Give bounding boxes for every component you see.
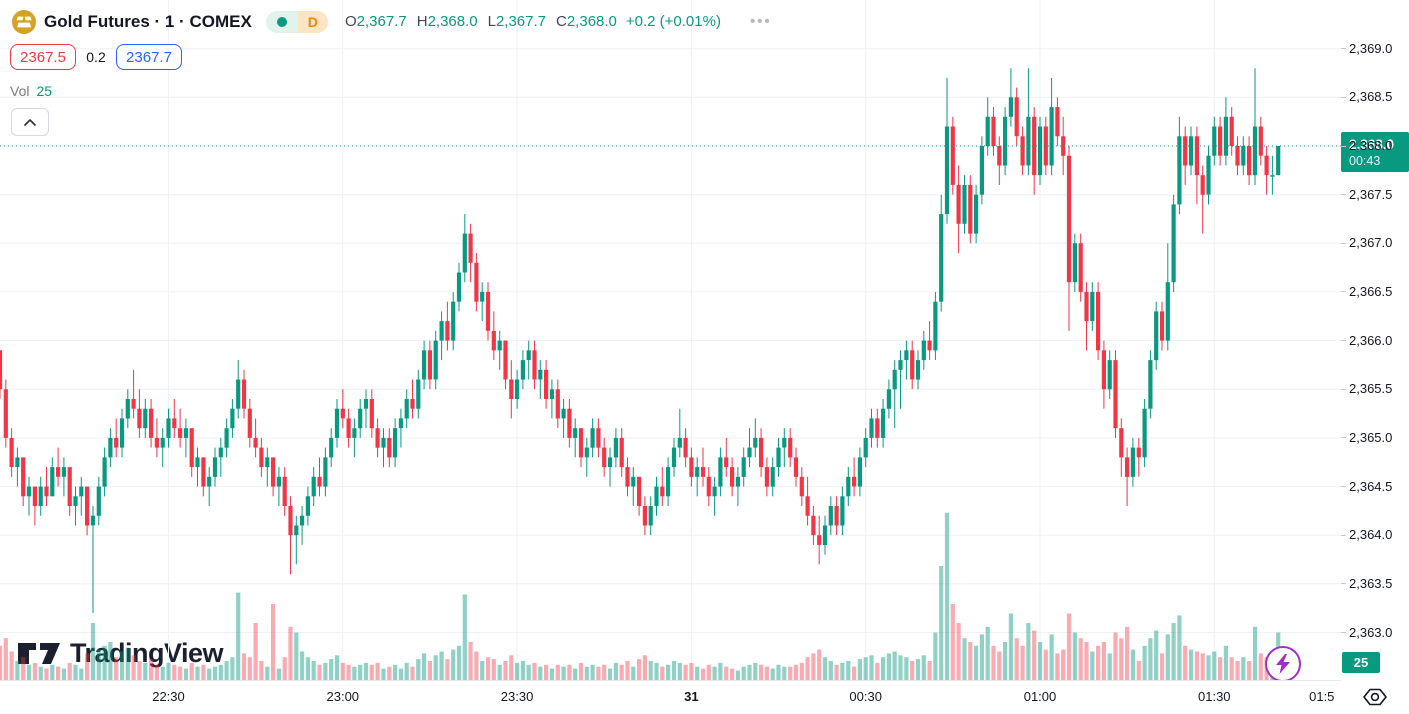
price-tick bbox=[1341, 437, 1346, 439]
daily-interval-badge: D bbox=[297, 11, 328, 33]
time-axis-label: 00:30 bbox=[849, 689, 882, 704]
low-value: 2,367.7 bbox=[495, 13, 546, 30]
price-tick bbox=[1341, 340, 1346, 342]
time-axis-label: 23:00 bbox=[326, 689, 360, 704]
last-price-value: 2,368.0 bbox=[1349, 137, 1395, 152]
price-axis-label: 2,366.0 bbox=[1349, 332, 1393, 348]
price-tick bbox=[1341, 388, 1346, 390]
price-axis-label: 2,367.0 bbox=[1349, 235, 1393, 251]
collapse-pane-button[interactable] bbox=[11, 108, 49, 136]
tradingview-logo: TradingView bbox=[16, 636, 224, 670]
candlestick-chart[interactable] bbox=[0, 0, 1341, 680]
axis-corner bbox=[1341, 680, 1409, 714]
symbol-title[interactable]: Gold Futures · 1 · COMEX bbox=[44, 12, 252, 31]
price-axis-label: 2,364.5 bbox=[1349, 478, 1393, 494]
chevron-up-icon bbox=[24, 118, 36, 126]
lightning-button[interactable] bbox=[1265, 646, 1301, 682]
market-open-dot-icon bbox=[276, 17, 287, 27]
lightning-bolt-icon bbox=[1276, 654, 1290, 674]
trade-panel: 2367.5 0.2 2367.7 bbox=[10, 44, 182, 70]
price-tick bbox=[1341, 194, 1346, 196]
bar-countdown: 00:43 bbox=[1349, 154, 1381, 168]
price-tick bbox=[1341, 534, 1346, 536]
legend-more-icon[interactable]: ••• bbox=[750, 13, 772, 30]
price-axis-label: 2,363.5 bbox=[1349, 575, 1393, 591]
close-label: C bbox=[556, 13, 567, 30]
ohlc-readout: O 2,367.7 H 2,368.0 L 2,367.7 C 2,368.0 +0.2… bbox=[345, 13, 721, 30]
price-axis[interactable]: 2,368.0 00:43 25 2,369.0 2,368.5 2,368.0 2,… bbox=[1341, 0, 1409, 680]
volume-indicator-legend[interactable]: Vol 25 bbox=[10, 83, 52, 99]
last-price-badge: 2,368.0 00:43 bbox=[1341, 132, 1409, 172]
price-axis-label: 2,369.0 bbox=[1349, 40, 1393, 56]
time-axis-label: 23:30 bbox=[500, 689, 534, 704]
interval-status-pill[interactable]: D bbox=[265, 11, 328, 33]
low-label: L bbox=[487, 13, 496, 30]
market-status-dot-segment bbox=[265, 11, 298, 33]
watermark-text: TradingView bbox=[70, 637, 224, 668]
time-axis-label: 01:5 bbox=[1309, 689, 1335, 704]
price-axis-label: 2,368.0 bbox=[1349, 138, 1393, 153]
tradingview-logo-mark bbox=[18, 643, 60, 664]
time-axis-label: 01:30 bbox=[1198, 689, 1231, 704]
legend-row: Gold Futures · 1 · COMEX D bbox=[12, 9, 328, 35]
price-tick bbox=[1341, 48, 1346, 50]
sell-button[interactable]: 2367.5 bbox=[10, 44, 76, 70]
close-value: 2,368.0 bbox=[566, 13, 617, 30]
price-axis-label: 2,364.0 bbox=[1349, 527, 1393, 543]
price-axis-label: 2,365.5 bbox=[1349, 381, 1393, 397]
price-tick bbox=[1341, 145, 1346, 147]
time-axis-label: 31 bbox=[684, 689, 699, 704]
buy-button[interactable]: 2367.7 bbox=[116, 44, 182, 70]
price-tick bbox=[1341, 96, 1346, 98]
price-axis-label: 2,363.0 bbox=[1349, 624, 1393, 640]
time-axis-label: 22:30 bbox=[152, 689, 185, 704]
change-value: +0.2 (+0.01%) bbox=[625, 13, 721, 30]
high-label: H bbox=[416, 13, 428, 30]
price-tick bbox=[1341, 583, 1346, 585]
price-tick bbox=[1341, 242, 1346, 244]
price-axis-label: 2,367.5 bbox=[1349, 186, 1393, 202]
price-tick bbox=[1341, 291, 1346, 293]
price-tick bbox=[1341, 632, 1346, 633]
time-axis-label: 01:00 bbox=[1023, 689, 1057, 704]
volume-value: 25 bbox=[36, 83, 53, 99]
price-axis-label: 2,366.5 bbox=[1349, 283, 1393, 299]
time-axis[interactable]: 22:30 23:00 23:30 31 00:30 01:00 01:30 01:5 bbox=[0, 680, 1409, 714]
open-value: 2,367.7 bbox=[356, 13, 407, 30]
price-axis-label: 2,365.0 bbox=[1349, 429, 1393, 445]
price-axis-label: 2,368.5 bbox=[1349, 89, 1393, 105]
volume-label: Vol bbox=[10, 83, 30, 99]
price-scale-eye-icon[interactable] bbox=[1361, 686, 1389, 708]
spread-value: 0.2 bbox=[86, 49, 106, 65]
high-value: 2,368.0 bbox=[427, 13, 478, 30]
last-volume-badge: 25 bbox=[1342, 652, 1380, 673]
open-label: O bbox=[345, 13, 357, 30]
gold-futures-icon bbox=[12, 10, 36, 34]
price-tick bbox=[1341, 486, 1346, 488]
